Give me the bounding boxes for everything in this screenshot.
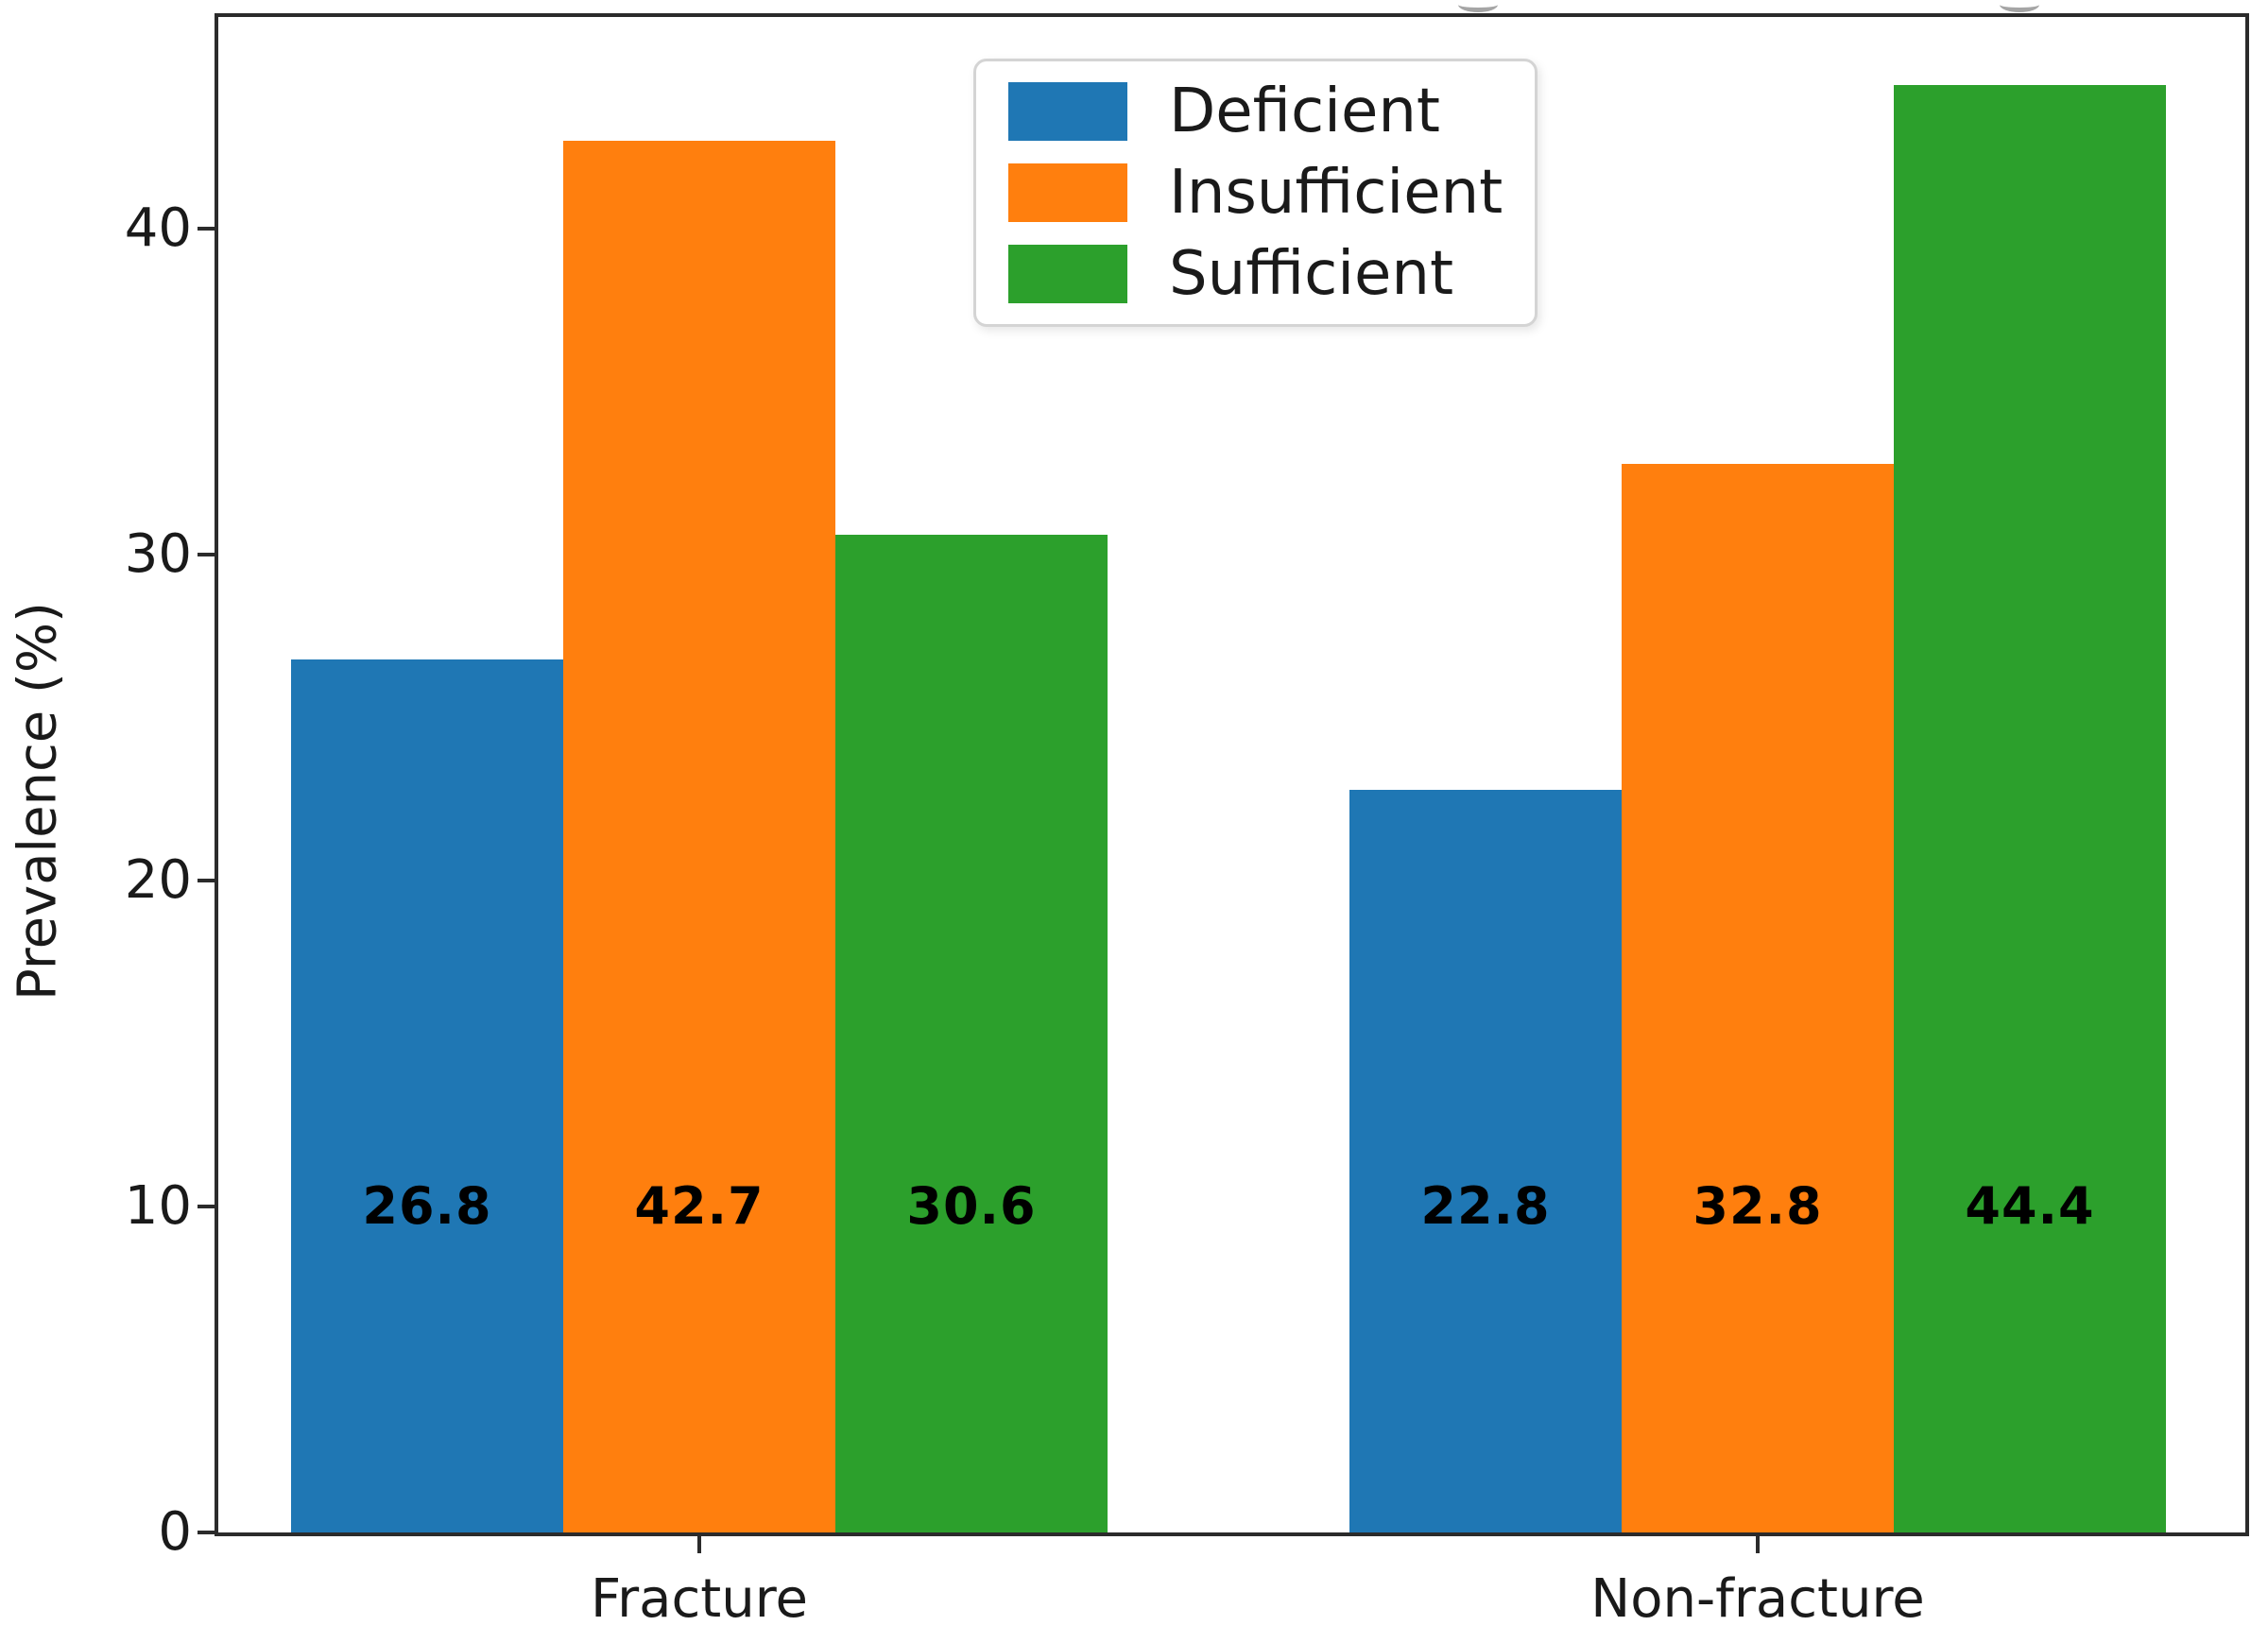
x-tick-label-non-fracture: Non-fracture [1590, 1568, 1925, 1630]
y-tick-label: 20 [124, 849, 192, 911]
legend-swatch-deficient [1008, 82, 1127, 141]
y-tick-mark [198, 553, 215, 556]
bar-non-fracture-deficient [1349, 790, 1622, 1532]
legend-swatch-insufficient [1008, 163, 1127, 222]
y-tick-label: 30 [124, 523, 192, 585]
legend-item-deficient: Deficient [1008, 80, 1503, 143]
bar-non-fracture-sufficient [1894, 85, 2166, 1532]
legend-label: Deficient [1169, 77, 1440, 146]
y-axis-label: Prevalence (%) [7, 602, 69, 1001]
legend-item-insufficient: Insufficient [1008, 162, 1503, 224]
x-tick-mark [1756, 1536, 1760, 1553]
y-tick-mark [198, 1531, 215, 1534]
bar-value-label: 42.7 [634, 1176, 765, 1236]
legend-label: Insufficient [1169, 158, 1503, 228]
y-tick-label: 40 [124, 197, 192, 259]
y-tick-mark [198, 227, 215, 231]
bars-layer: 26.8 42.7 30.6 22.8 32.8 44.4 [218, 17, 2245, 1532]
bar-value-label: 44.4 [1965, 1176, 2095, 1236]
cropped-title-fragment-left [1458, 0, 1498, 12]
x-tick-mark [697, 1536, 701, 1553]
bar-fracture-deficient [291, 659, 563, 1532]
bar-fracture-sufficient [835, 535, 1108, 1532]
cropped-title-fragment-right [2000, 0, 2039, 12]
bar-value-label: 22.8 [1420, 1176, 1551, 1236]
bar-fracture-insufficient [563, 141, 835, 1532]
bar-value-label: 30.6 [906, 1176, 1037, 1236]
legend-swatch-sufficient [1008, 245, 1127, 303]
legend: Deficient Insufficient Sufficient [973, 59, 1538, 327]
y-tick-label: 0 [158, 1501, 192, 1563]
bar-value-label: 32.8 [1692, 1176, 1823, 1236]
bar-non-fracture-insufficient [1622, 464, 1894, 1532]
plot-area: 26.8 42.7 30.6 22.8 32.8 44.4 Deficient Insuff… [215, 13, 2249, 1536]
bar-value-label: 26.8 [362, 1176, 492, 1236]
y-tick-mark [198, 879, 215, 882]
legend-label: Sufficient [1169, 239, 1454, 309]
x-tick-label-fracture: Fracture [591, 1568, 808, 1630]
legend-item-sufficient: Sufficient [1008, 243, 1503, 305]
y-tick-mark [198, 1205, 215, 1208]
y-tick-label: 10 [124, 1175, 192, 1237]
